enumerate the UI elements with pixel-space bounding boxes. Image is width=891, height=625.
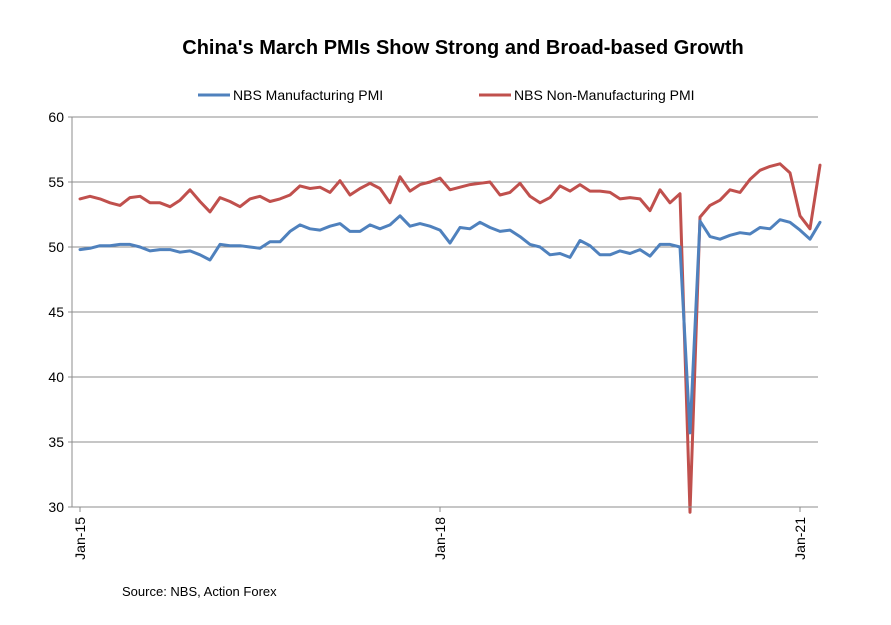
gridlines xyxy=(72,116,818,443)
source-note: Source: NBS, Action Forex xyxy=(122,584,277,599)
series-line-non-manufacturing xyxy=(78,162,822,514)
x-tick-label-Jan-18: Jan-18 xyxy=(432,517,448,560)
series-line-manufacturing xyxy=(78,214,822,435)
y-tick-label-50: 50 xyxy=(48,239,64,255)
y-axis-ticks: 30 35 40 45 50 55 60 xyxy=(48,109,72,515)
y-tick-label-45: 45 xyxy=(48,304,64,320)
y-tick-label-40: 40 xyxy=(48,369,64,385)
y-tick-label-35: 35 xyxy=(48,434,64,450)
x-tick-label-Jan-21: Jan-21 xyxy=(792,517,808,560)
x-axis-ticks: Jan-15 Jan-18 Jan-21 xyxy=(72,507,808,560)
y-tick-label-30: 30 xyxy=(48,499,64,515)
plot-series xyxy=(78,162,822,514)
legend: NBS Manufacturing PMI NBS Non-Manufactur… xyxy=(198,87,695,103)
y-tick-label-60: 60 xyxy=(48,109,64,125)
axes xyxy=(71,117,818,508)
chart-title: China's March PMIs Show Strong and Broad… xyxy=(182,37,743,59)
y-tick-label-55: 55 xyxy=(48,174,64,190)
legend-label-manufacturing: NBS Manufacturing PMI xyxy=(233,87,383,103)
x-tick-label-Jan-15: Jan-15 xyxy=(72,517,88,560)
legend-label-non-manufacturing: NBS Non-Manufacturing PMI xyxy=(514,87,695,103)
